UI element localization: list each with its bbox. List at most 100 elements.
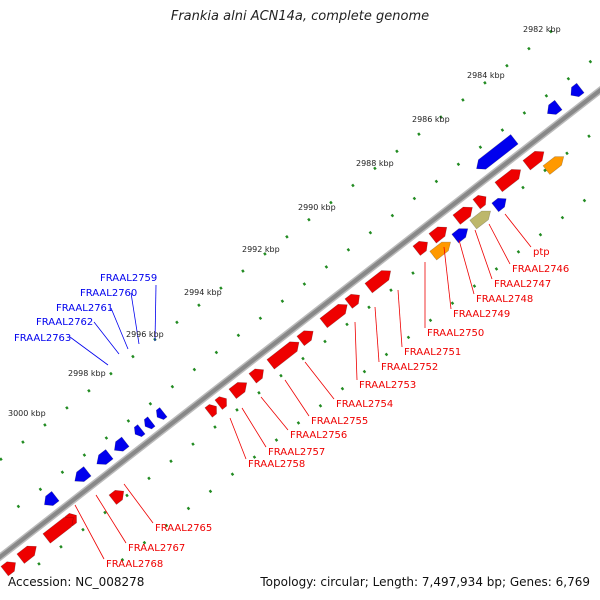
leader-line — [69, 336, 109, 366]
tick-dot — [522, 111, 527, 115]
tick-dot — [549, 29, 553, 34]
tick-dot — [412, 196, 417, 201]
tick-label: 2996 kbp — [126, 330, 164, 339]
forward-gene-arrow — [319, 303, 348, 329]
reverse-gene-arrow — [133, 424, 146, 438]
tick-dot — [368, 230, 373, 235]
forward-gene-arrow — [428, 226, 448, 244]
tick-dot — [296, 421, 301, 425]
tick-label: 2998 kbp — [68, 369, 106, 378]
reverse-gene-arrow — [547, 99, 563, 115]
gene-label: FRAAL2757 — [268, 447, 325, 458]
reverse-gene-arrow — [114, 436, 130, 452]
tick-label: 3000 kbp — [8, 409, 46, 418]
gene-label: FRAAL2746 — [512, 264, 569, 275]
forward-gene-arrow — [16, 545, 37, 564]
tick-dot — [395, 149, 399, 154]
leader-line — [397, 289, 403, 348]
tick-dot — [351, 183, 355, 188]
tick-dot — [307, 217, 311, 222]
gene-label: FRAAL2763 — [14, 333, 71, 344]
forward-gene-arrow — [491, 197, 507, 213]
tick-dot — [213, 425, 217, 429]
tick-dot — [566, 76, 571, 81]
tick-dot — [120, 557, 125, 562]
tick-dot — [0, 457, 3, 462]
tick-dot — [521, 185, 525, 190]
tick-dot — [192, 367, 197, 372]
tick-dot — [582, 198, 587, 203]
tick-dot — [60, 470, 65, 475]
map-title: Frankia alni ACN14a, complete genome — [170, 9, 430, 24]
forward-gene-arrow — [542, 156, 565, 175]
gene-label: FRAAL2768 — [106, 559, 163, 570]
gene-arrows — [0, 82, 585, 577]
tick-dot — [318, 404, 323, 408]
tick-dot — [302, 282, 307, 286]
tick-dot — [170, 384, 175, 389]
gene-label: FRAAL2752 — [381, 362, 438, 373]
tick-dot — [131, 354, 135, 359]
tick-dot — [257, 390, 261, 395]
genome-summary: Topology: circular; Length: 7,497,934 bp… — [260, 575, 590, 589]
tick-dot — [411, 271, 415, 275]
accession-text: Accession: NC_008278 — [8, 575, 145, 589]
tick-dot — [164, 523, 169, 528]
tick-dot — [38, 487, 43, 492]
tick-dot — [450, 301, 455, 305]
forward-gene-arrow — [248, 368, 264, 384]
gene-label: FRAAL2760 — [80, 288, 137, 299]
tick-dot — [538, 232, 543, 237]
tick-dot — [148, 401, 153, 406]
tick-dot — [279, 373, 283, 378]
tick-dot — [285, 235, 289, 239]
tick-dot — [126, 419, 131, 423]
reverse-gene-arrow — [143, 416, 156, 430]
gene-label: FRAAL2747 — [494, 279, 551, 290]
tick-dot — [208, 489, 213, 494]
leader-line — [93, 321, 120, 355]
tick-dot — [236, 333, 241, 338]
tick-dot — [329, 200, 333, 205]
reverse-gene-arrow — [476, 134, 519, 170]
tick-dot — [588, 59, 593, 64]
tick-dot — [37, 562, 41, 566]
tick-dot — [373, 166, 377, 171]
tick-dot — [81, 527, 85, 532]
tick-dot — [169, 459, 173, 464]
tick-dot — [109, 371, 113, 376]
tick-dot — [323, 339, 327, 344]
tick-dot — [191, 442, 195, 446]
gene-label: FRAAL2755 — [311, 416, 368, 427]
forward-gene-arrow — [228, 382, 248, 400]
tick-dot — [560, 215, 565, 220]
tick-dot — [340, 386, 345, 391]
tick-dot — [104, 436, 109, 440]
leader-line — [229, 417, 247, 460]
gene-label: FRAAL2750 — [427, 328, 484, 339]
leader-line — [374, 306, 380, 363]
forward-gene-arrow — [344, 293, 360, 309]
gene-label: FRAAL2759 — [100, 273, 157, 284]
leader-line — [74, 504, 105, 560]
tick-dot — [472, 284, 477, 288]
tick-dot — [175, 320, 179, 325]
leader-line — [154, 284, 157, 342]
tick-dot — [252, 455, 257, 459]
forward-gene-arrow — [472, 194, 487, 210]
tick-dot — [103, 510, 107, 515]
tick-dot — [125, 493, 129, 498]
tick-dot — [301, 356, 305, 361]
forward-gene-arrow — [204, 404, 217, 418]
gene-label: FRAAL2749 — [453, 309, 510, 320]
tick-dot — [516, 250, 521, 254]
tick-label: 2990 kbp — [298, 203, 336, 212]
leader-line — [488, 223, 511, 265]
tick-dot — [21, 440, 25, 444]
gene-label: FRAAL2748 — [476, 294, 533, 305]
forward-gene-arrow — [494, 169, 522, 193]
tick-label: 2986 kbp — [412, 115, 450, 124]
leader-line — [123, 483, 154, 524]
tick-dot — [544, 94, 549, 98]
leader-line — [458, 239, 475, 295]
